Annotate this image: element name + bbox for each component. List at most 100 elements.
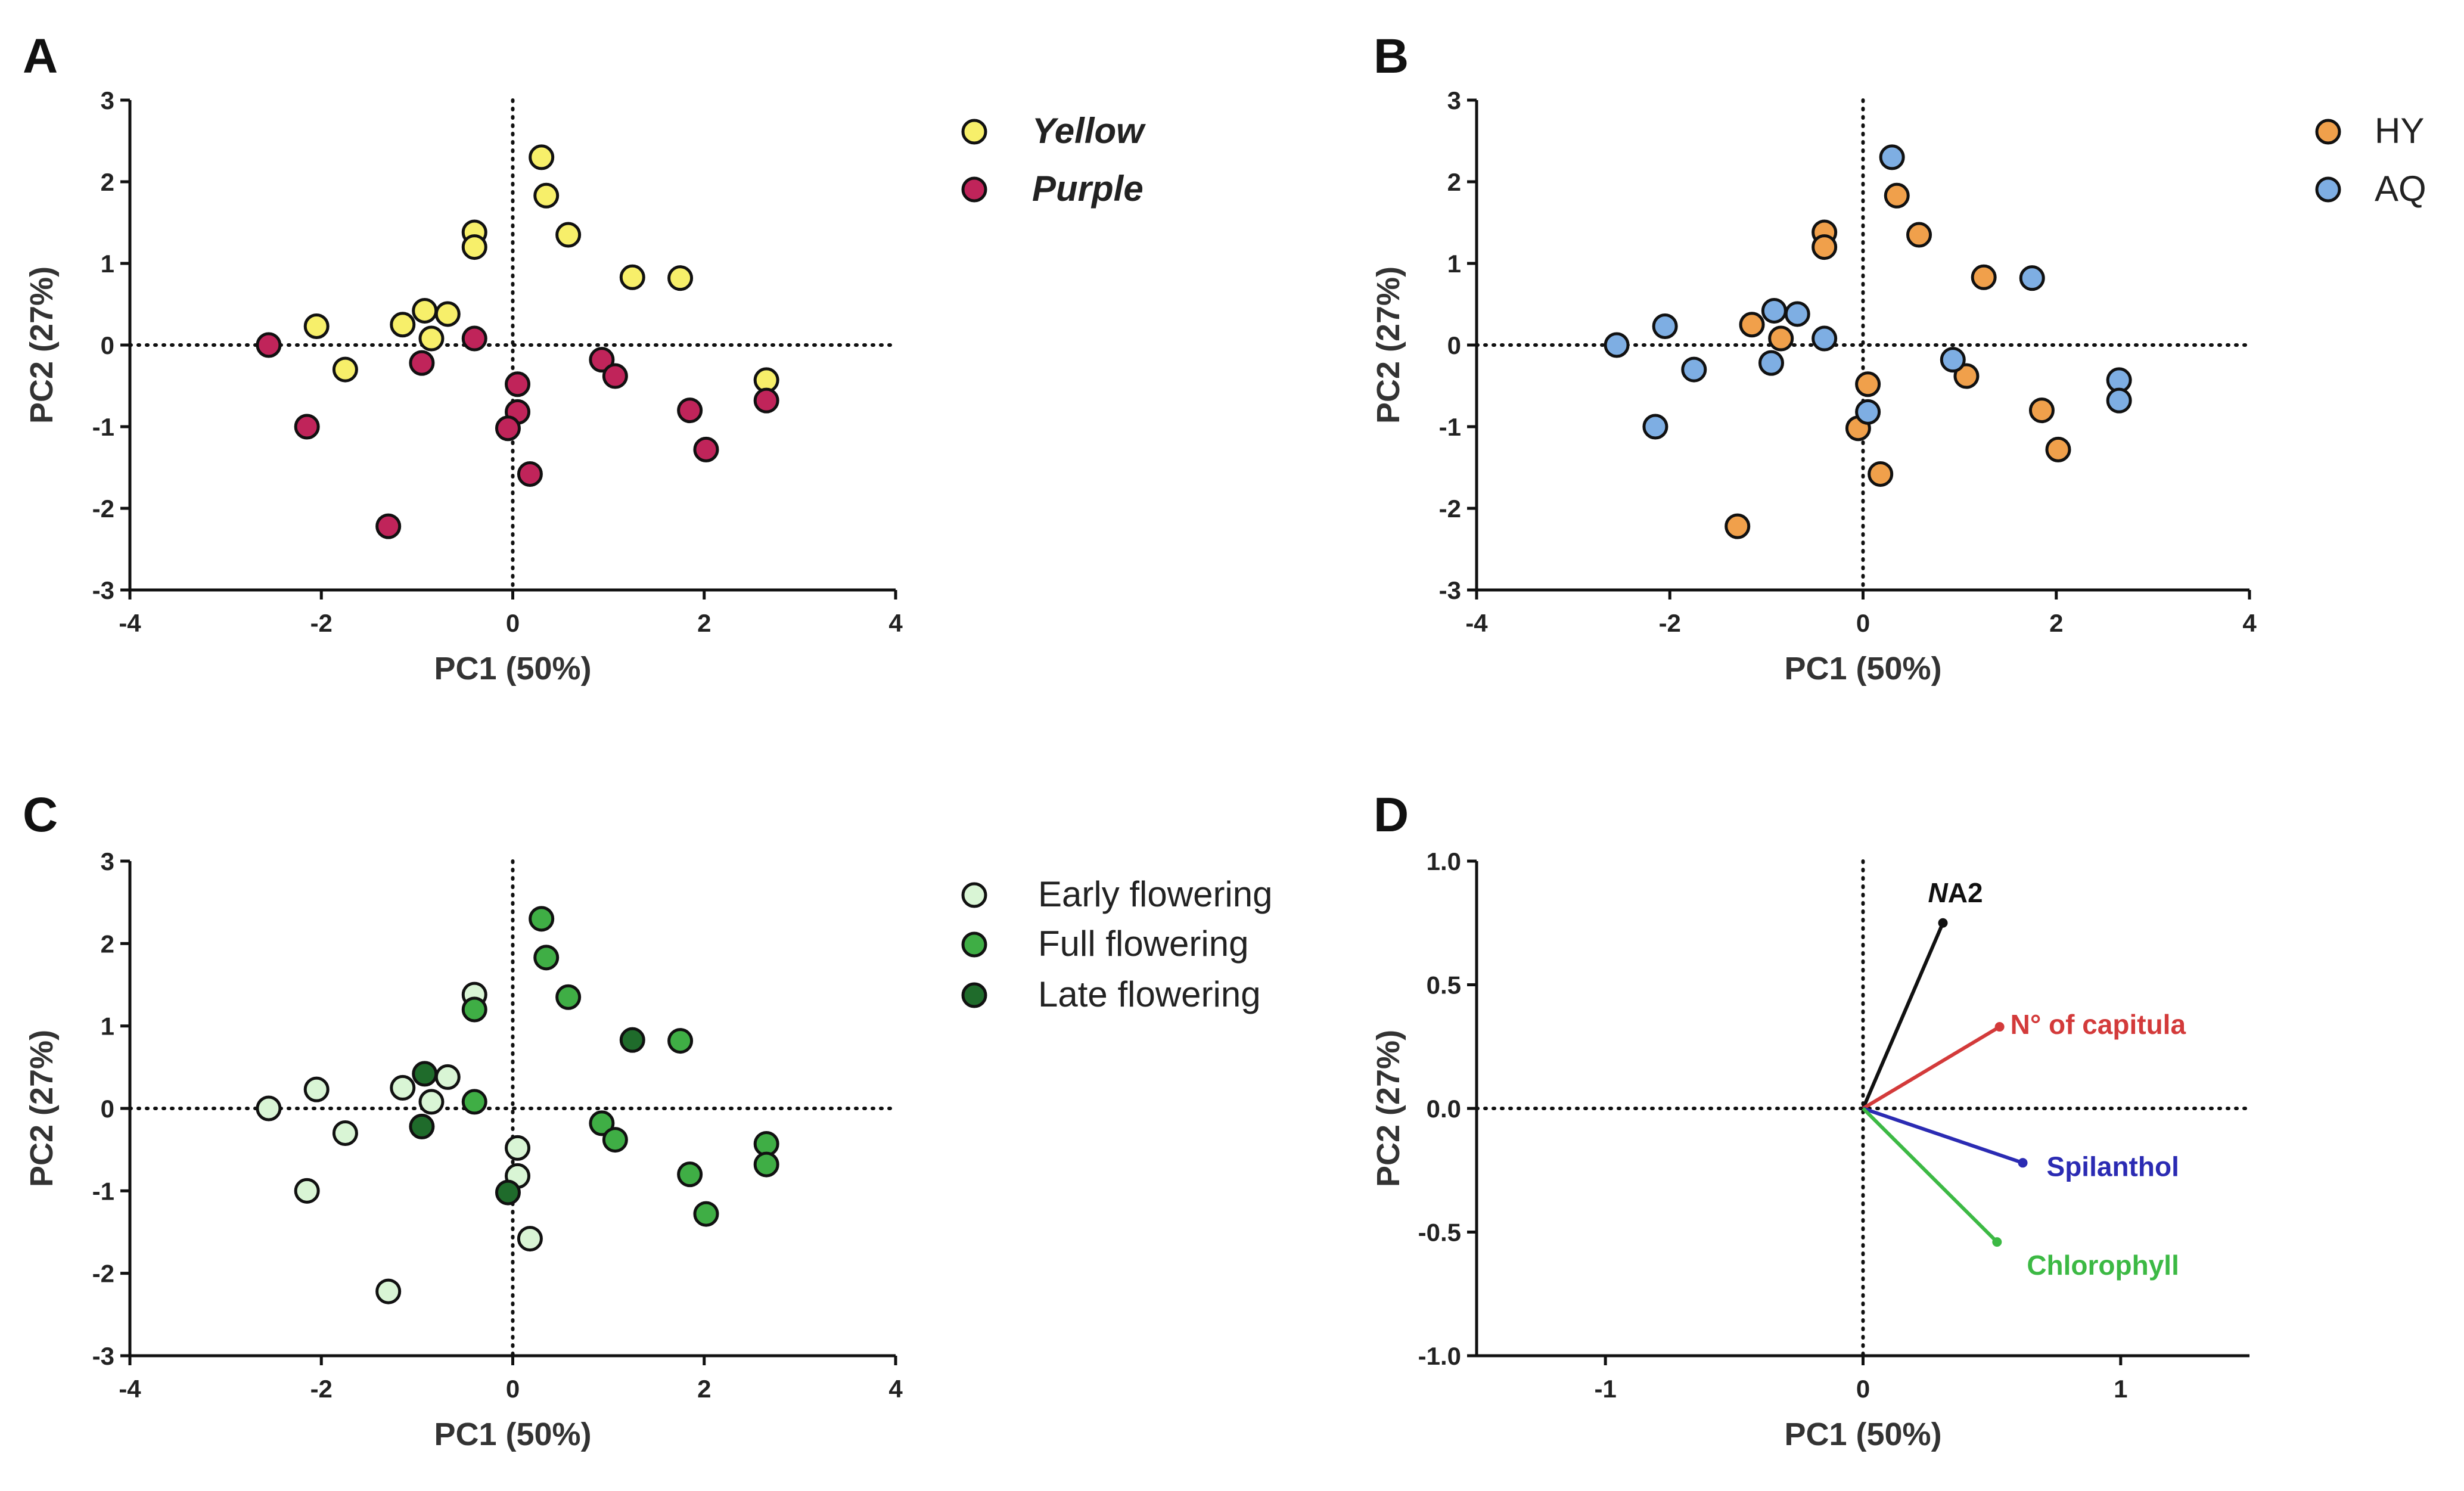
point-yellow [390,312,416,338]
point-early-flowering [303,1076,330,1102]
point-early-flowering [390,1074,416,1101]
point-aq [1642,414,1668,440]
point-early-flowering [332,1120,358,1146]
x-axis-title: PC1 (50%) [1784,651,1941,687]
x-axis-title: PC1 (50%) [434,1417,591,1452]
legend-marker-purple [961,176,987,203]
y-tick-label: -1 [1439,413,1461,441]
point-hy [2045,436,2071,462]
y-tick-label: -2 [92,495,114,523]
point-full-flowering [677,1161,703,1188]
point-late-flowering [619,1027,645,1053]
y-axis-title: PC2 (27%) [1371,266,1406,424]
point-yellow [332,356,358,383]
y-tick-label: 0 [101,1095,114,1123]
vector-tip-n-of-capitula [1994,1022,2005,1032]
point-yellow [667,265,694,291]
point-purple [375,513,402,539]
point-hy [1868,461,1894,487]
point-early-flowering [294,1178,320,1204]
legend-b: HY AQ [2315,111,2426,209]
point-full-flowering [693,1201,719,1227]
vector-label-n-of-capitula: N° of capitula [2011,1009,2186,1040]
legend-label-aq: AQ [2375,169,2426,209]
vector-tip-spilanthol [2018,1158,2028,1168]
point-aq [1879,144,1905,170]
point-hy [1906,222,1932,248]
vector-label-spilanthol: Spilanthol [2047,1151,2179,1182]
point-early-flowering [375,1278,402,1304]
vector-chlorophyll [1862,1107,1999,1244]
legend-label-yellow: Yellow [1032,111,1146,151]
y-tick-label: -1.0 [1418,1342,1461,1370]
x-tick-label: 0 [1856,1375,1870,1403]
x-tick-label: 4 [2242,609,2257,637]
point-late-flowering [409,1113,435,1139]
point-full-flowering [753,1151,779,1178]
point-aq [1855,399,1881,425]
point-full-flowering [602,1127,628,1153]
y-tick-label: 1 [1447,250,1461,278]
point-early-flowering [418,1089,445,1115]
point-aq [1604,332,1630,358]
point-full-flowering [555,984,582,1010]
vector-n-of-capitula [1862,1025,2001,1110]
vector-label-rest: A2 [1948,877,1983,908]
y-tick-label: 0.0 [1427,1095,1461,1123]
y-tick-label: 0.5 [1427,971,1461,999]
legend-marker-late-flowering [961,982,987,1008]
legend-label-early-flowering: Early flowering [1038,874,1273,914]
y-tick-label: 3 [1447,86,1461,114]
point-late-flowering [495,1179,521,1206]
point-hy [1953,363,1980,389]
y-tick-label: -1 [92,1177,114,1205]
point-full-flowering [589,1110,615,1136]
point-hy [1725,513,1751,539]
point-purple [256,332,282,358]
point-yellow [418,325,445,352]
y-tick-label: -1 [92,413,114,441]
point-purple [461,325,487,352]
point-full-flowering [461,1089,487,1115]
point-early-flowering [434,1064,461,1090]
point-purple [602,363,628,389]
y-axis-title: PC2 (27%) [24,1030,60,1187]
vector-tip-chlorophyll [1992,1237,2002,1247]
x-tick-label: -2 [310,1375,333,1403]
legend-a: Yellow Purple [961,111,1146,209]
y-tick-label: -3 [1439,576,1461,604]
y-tick-label: 1 [101,1012,114,1040]
legend-label-hy: HY [2375,111,2424,151]
y-tick-label: 1.0 [1427,847,1461,875]
y-tick-label: 2 [101,930,114,958]
point-purple [517,461,543,487]
panel-letter-b: B [1374,29,1409,83]
vector-tip-na2 [1938,918,1948,928]
point-hy [1884,182,1910,209]
panel-letter-d: D [1374,788,1409,842]
x-tick-label: 2 [2049,609,2063,637]
x-tick-label: 4 [888,609,903,637]
point-hy [1855,371,1881,397]
x-tick-label: -4 [119,609,141,637]
x-tick-label: -1 [1594,1375,1616,1403]
panel-letter-c: C [23,788,58,842]
panel-b: B HY AQ -4 -2 0 2 4 -3 -2 -1 0 1 2 3 PC1 (50%) PC2 (2… [1371,29,2426,687]
legend-marker-hy [2315,119,2341,145]
point-yellow [533,182,560,209]
point-full-flowering [529,906,555,932]
point-aq [1784,301,1810,327]
point-hy [2028,397,2055,424]
x-tick-label: -4 [1465,609,1488,637]
point-purple [753,387,779,414]
point-aq [1652,313,1678,339]
point-hy [1971,264,1997,290]
point-yellow [555,222,582,248]
point-yellow [412,297,438,324]
point-full-flowering [533,945,560,971]
point-aq [2106,387,2132,414]
legend-label-purple: Purple [1032,169,1144,209]
point-aq [1761,297,1787,324]
y-tick-label: -2 [92,1260,114,1288]
